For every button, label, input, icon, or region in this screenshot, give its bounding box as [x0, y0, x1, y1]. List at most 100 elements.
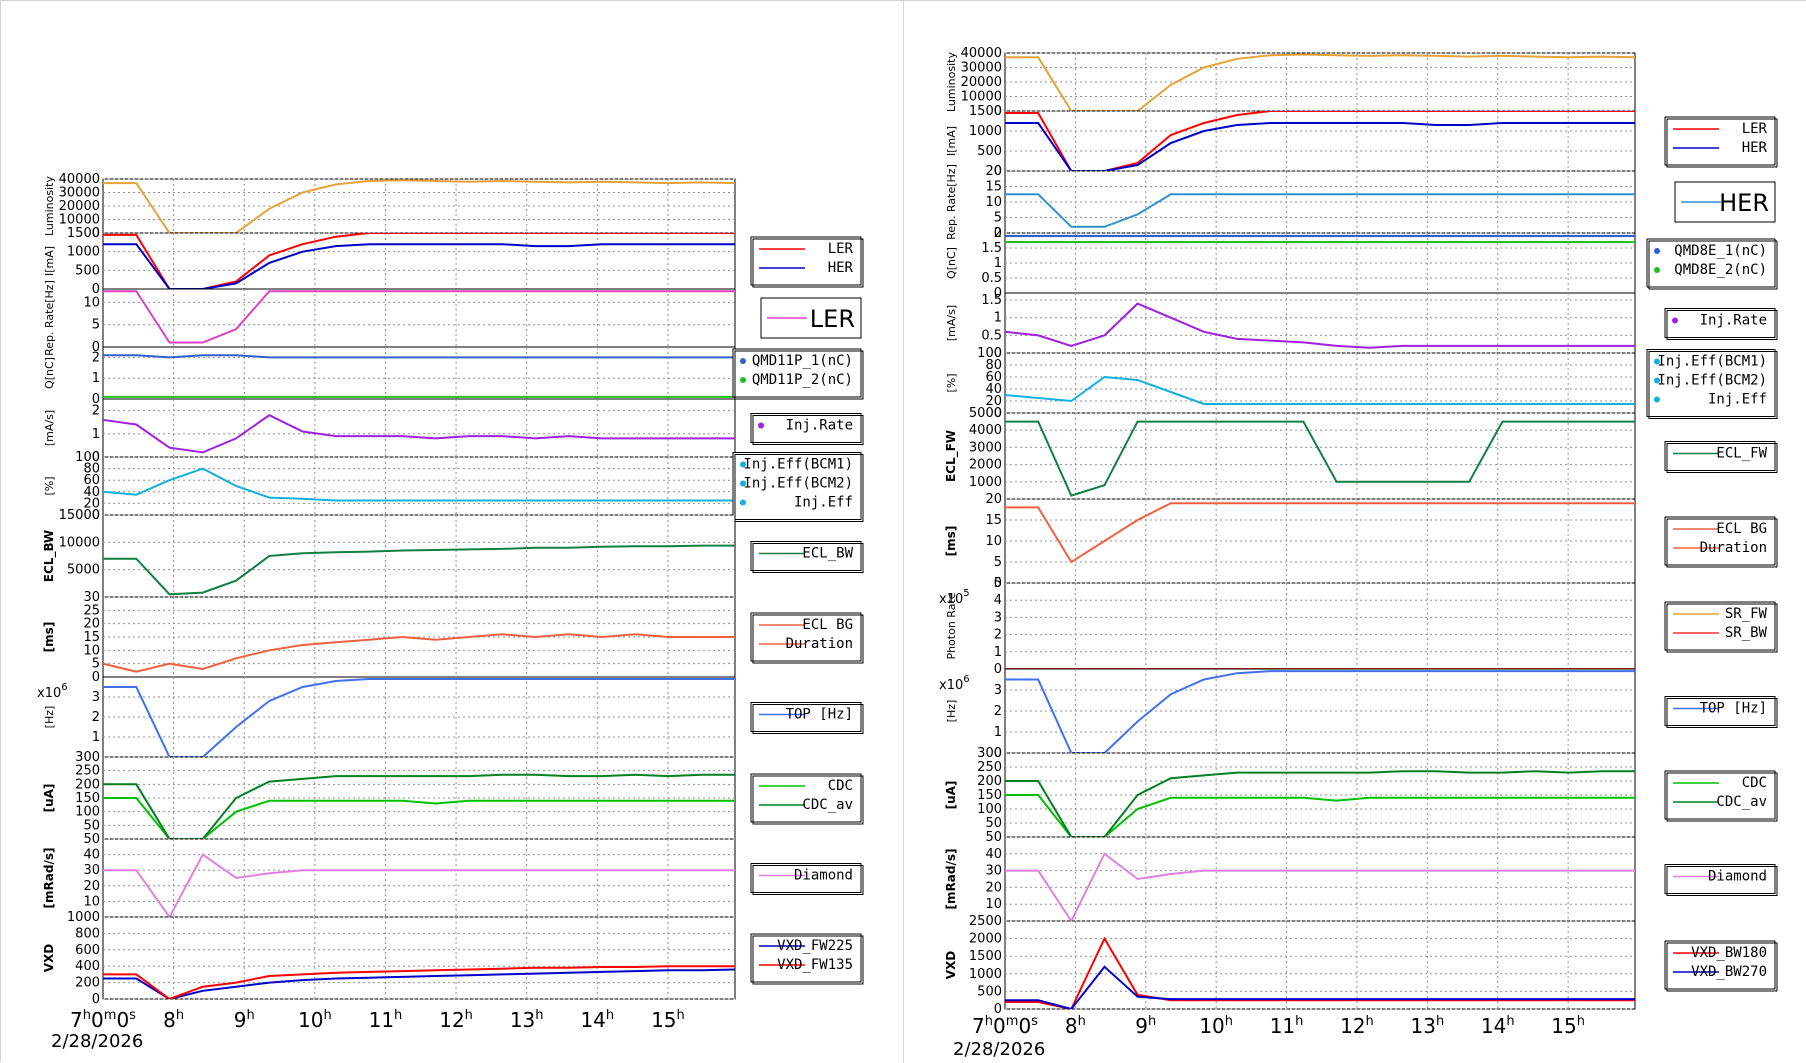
y-tick-label: 1 — [994, 256, 1002, 271]
series-line-cdc-av — [1005, 770, 1635, 837]
y-tick-label: 10 — [985, 195, 1002, 210]
legend-shadow — [1666, 310, 1778, 340]
y-axis-label: Photon Rate — [945, 592, 958, 659]
x-tick-label: 15h — [651, 1008, 685, 1032]
y-tick-label: 40 — [83, 485, 100, 500]
legend: CDC CDC_av — [1664, 770, 1778, 822]
legend: Inj.Rate — [750, 413, 864, 445]
legend-shadow — [752, 415, 864, 445]
legend: LER HER — [1664, 116, 1778, 168]
legend-shadow — [1666, 772, 1778, 822]
panel-frame — [1004, 412, 1636, 500]
y-tick-label: 20 — [985, 394, 1002, 409]
panel-8: 3 2 1 [Hz] x106 TOP [Hz] — [37, 676, 864, 758]
y-tick-label: 15 — [83, 630, 100, 645]
y-tick-label: 0 — [92, 508, 100, 523]
y-tick-label: 500 — [977, 984, 1002, 999]
legend-label: VXD_FW225 — [777, 938, 853, 954]
legend-marker — [740, 358, 746, 364]
legend-label: VXD_BW270 — [1691, 964, 1767, 980]
series-line-inj-rate — [103, 414, 735, 454]
y-tick-label: 30000 — [961, 61, 1002, 76]
legend-label: Inj.Eff(BCM2) — [743, 476, 853, 492]
y-tick-label: 1000 — [969, 475, 1002, 490]
y-tick-label: 2000 — [969, 458, 1002, 473]
y-axis-label: [uA] — [42, 784, 56, 813]
y-tick-label: 0 — [994, 164, 1002, 179]
y-tick-label: 2500 — [969, 914, 1002, 929]
legend: TOP [Hz] — [1664, 696, 1778, 728]
y-tick-label: 20 — [83, 879, 100, 894]
date-label: 2/28/2026 — [953, 1039, 1045, 1060]
y-tick-label: 20000 — [961, 75, 1002, 90]
panel-5: 100806040200[%]Inj.Eff(BCM1)Inj.Eff(BCM2… — [945, 346, 1778, 421]
y-multiplier: x106 — [939, 674, 970, 693]
y-tick-label: 150 — [75, 791, 100, 806]
y-tick-label: 2 — [92, 404, 100, 419]
y-tick-label: 5 — [92, 657, 100, 672]
legend-label: Inj.Eff(BCM2) — [1657, 373, 1767, 389]
y-tick-label: 0 — [994, 226, 1002, 241]
legend-shadow — [1666, 698, 1778, 728]
y-tick-label: 1000 — [67, 245, 100, 260]
y-tick-label: 200 — [75, 976, 100, 991]
legend-shadow — [734, 350, 864, 400]
legend-box — [750, 541, 862, 571]
y-axis-label: VXD — [42, 944, 56, 973]
y-tick-label: 30 — [83, 590, 100, 605]
y-tick-label: 0 — [92, 670, 100, 685]
y-tick-label: 0 — [92, 450, 100, 465]
y-tick-label: 1000 — [67, 910, 100, 925]
y-tick-label: 1500 — [67, 226, 100, 241]
legend-label: CDC_av — [1716, 794, 1767, 810]
legend: Inj.Eff(BCM1) Inj.Eff(BCM2) Inj.Eff — [1646, 349, 1778, 419]
y-tick-label: 0 — [92, 282, 100, 297]
y-tick-label: 3 — [994, 683, 1002, 698]
y-axis-label: [Hz] — [945, 700, 958, 723]
series-line-trace — [103, 179, 735, 233]
legend-label: Duration — [786, 636, 853, 652]
y-tick-label: 1000 — [969, 967, 1002, 982]
panel-3: 2 1 0 Q[nC] QMD11P_1(nC) QMD11P_2(nC) — [43, 346, 864, 407]
legend-label: VXD_FW135 — [777, 957, 853, 973]
legend-box — [1664, 116, 1776, 166]
legend-shadow — [752, 238, 864, 288]
y-tick-label: 0.5 — [981, 328, 1002, 343]
legend-marker — [758, 422, 764, 429]
series-line-inj-rate — [1005, 302, 1635, 349]
y-axis-label: [mA/s] — [43, 410, 56, 446]
x-tick-label: 12h — [439, 1008, 473, 1032]
y-tick-label: 40 — [985, 382, 1002, 397]
y-tick-label: 10000 — [59, 535, 100, 550]
y-tick-label: 100 — [977, 346, 1002, 361]
legend-shadow — [1666, 603, 1778, 653]
legend-label: CDC — [828, 778, 853, 794]
legend: Diamond — [1664, 864, 1778, 896]
legend: SR_FW SR_BW — [1664, 601, 1778, 653]
y-tick-label: 0.5 — [981, 271, 1002, 286]
y-tick-label: 20 — [985, 492, 1002, 507]
panel-frame — [1004, 836, 1636, 922]
legend-label: QMD8E_2(nC) — [1674, 262, 1767, 278]
y-tick-label: 0 — [994, 286, 1002, 301]
series-line-her — [103, 243, 735, 289]
x-tick-label: 11h — [1270, 1014, 1304, 1038]
legend-shadow — [752, 543, 864, 573]
y-axis-label: [Hz] — [43, 706, 56, 729]
panel-frame — [1004, 582, 1636, 670]
legend-shadow — [1648, 351, 1778, 419]
y-tick-label: 5000 — [969, 406, 1002, 421]
x-tick-label: 14h — [1481, 1014, 1515, 1038]
y-tick-label: 1 — [92, 371, 100, 386]
legend-label: ECL_FW — [1716, 446, 1767, 462]
series-line-vxd-fw225 — [103, 968, 735, 999]
y-tick-label: 1.5 — [981, 293, 1002, 308]
x-tick-label: 10h — [298, 1008, 332, 1032]
y-tick-label: 10 — [985, 897, 1002, 912]
y-tick-label: 0 — [92, 226, 100, 241]
legend-label: ECL_BW — [802, 546, 853, 562]
